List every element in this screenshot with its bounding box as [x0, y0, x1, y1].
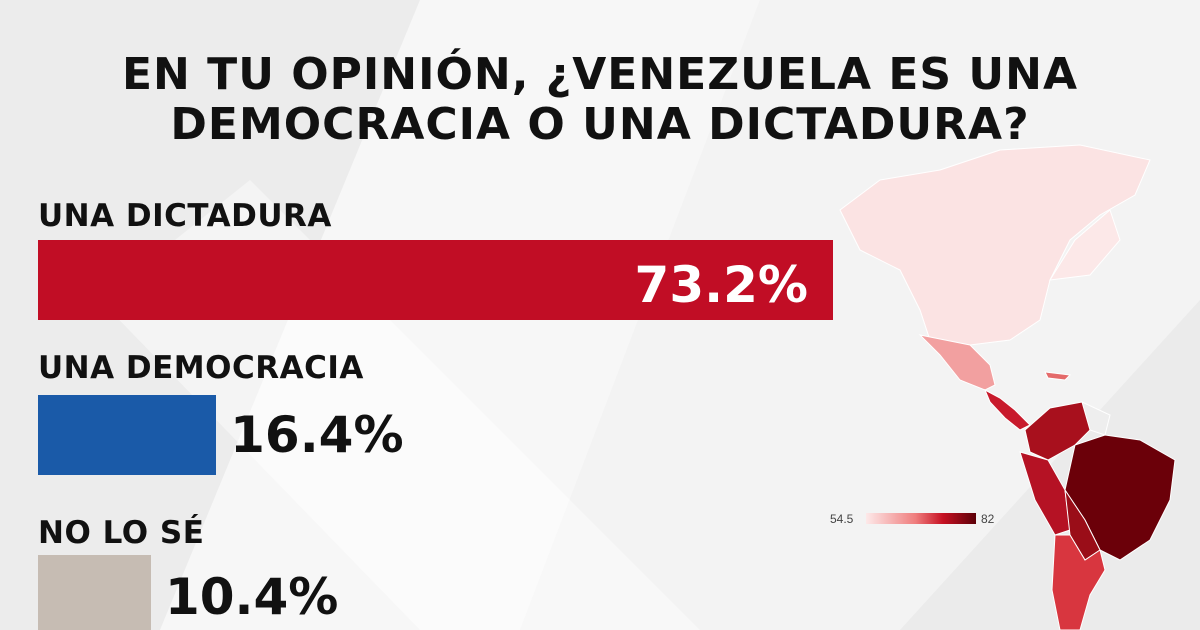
- americas-map-illustration: [839, 144, 1176, 630]
- question-title-line-2: DEMOCRACIA O UNA DICTADURA?: [170, 99, 1030, 150]
- category-label-dictadura: UNA DICTADURA: [38, 198, 332, 234]
- bar-no-lo-se: [38, 555, 151, 630]
- bar-democracia: [38, 395, 217, 475]
- question-title-line-1: EN TU OPINIÓN, ¿VENEZUELA ES UNA: [121, 49, 1079, 100]
- bar-dictadura: [38, 240, 833, 320]
- map-legend-gradient: [866, 513, 976, 524]
- category-label-democracia: UNA DEMOCRACIA: [38, 350, 364, 386]
- map-legend-max: 82: [981, 512, 995, 526]
- value-label-democracia: 16.4%: [230, 406, 404, 464]
- value-label-dictadura: 73.2%: [634, 256, 808, 314]
- value-label-no-lo-se: 10.4%: [164, 568, 339, 626]
- category-label-no-lo-se: NO LO SÉ: [38, 515, 205, 551]
- map-legend-min: 54.5: [830, 512, 854, 526]
